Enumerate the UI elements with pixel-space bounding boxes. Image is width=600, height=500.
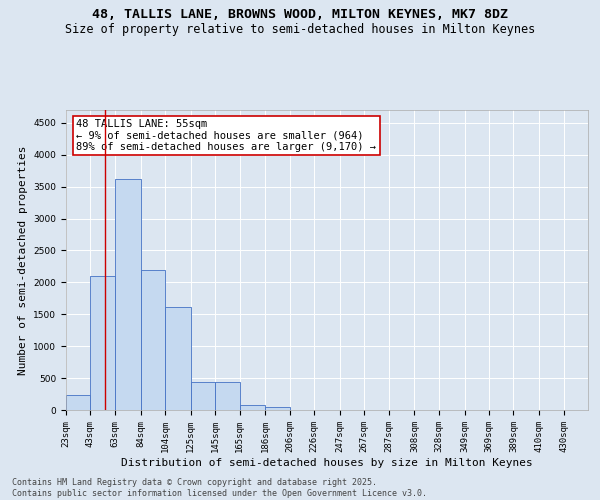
Bar (191, 382, 215, 410)
Bar (239, 405, 265, 410)
Text: Contains HM Land Registry data © Crown copyright and database right 2025.
Contai: Contains HM Land Registry data © Crown c… (12, 478, 427, 498)
Bar (91, 276, 115, 410)
Text: Size of property relative to semi-detached houses in Milton Keynes: Size of property relative to semi-detach… (65, 22, 535, 36)
Bar (140, 270, 165, 410)
Bar (265, 407, 290, 410)
X-axis label: Distribution of semi-detached houses by size in Milton Keynes: Distribution of semi-detached houses by … (121, 458, 533, 468)
Y-axis label: Number of semi-detached properties: Number of semi-detached properties (18, 145, 28, 375)
Text: 48 TALLIS LANE: 55sqm
← 9% of semi-detached houses are smaller (964)
89% of semi: 48 TALLIS LANE: 55sqm ← 9% of semi-detac… (76, 119, 376, 152)
Bar (115, 179, 140, 410)
Bar (165, 306, 191, 410)
Bar (215, 382, 239, 410)
Text: 48, TALLIS LANE, BROWNS WOOD, MILTON KEYNES, MK7 8DZ: 48, TALLIS LANE, BROWNS WOOD, MILTON KEY… (92, 8, 508, 20)
Bar (66, 396, 91, 410)
